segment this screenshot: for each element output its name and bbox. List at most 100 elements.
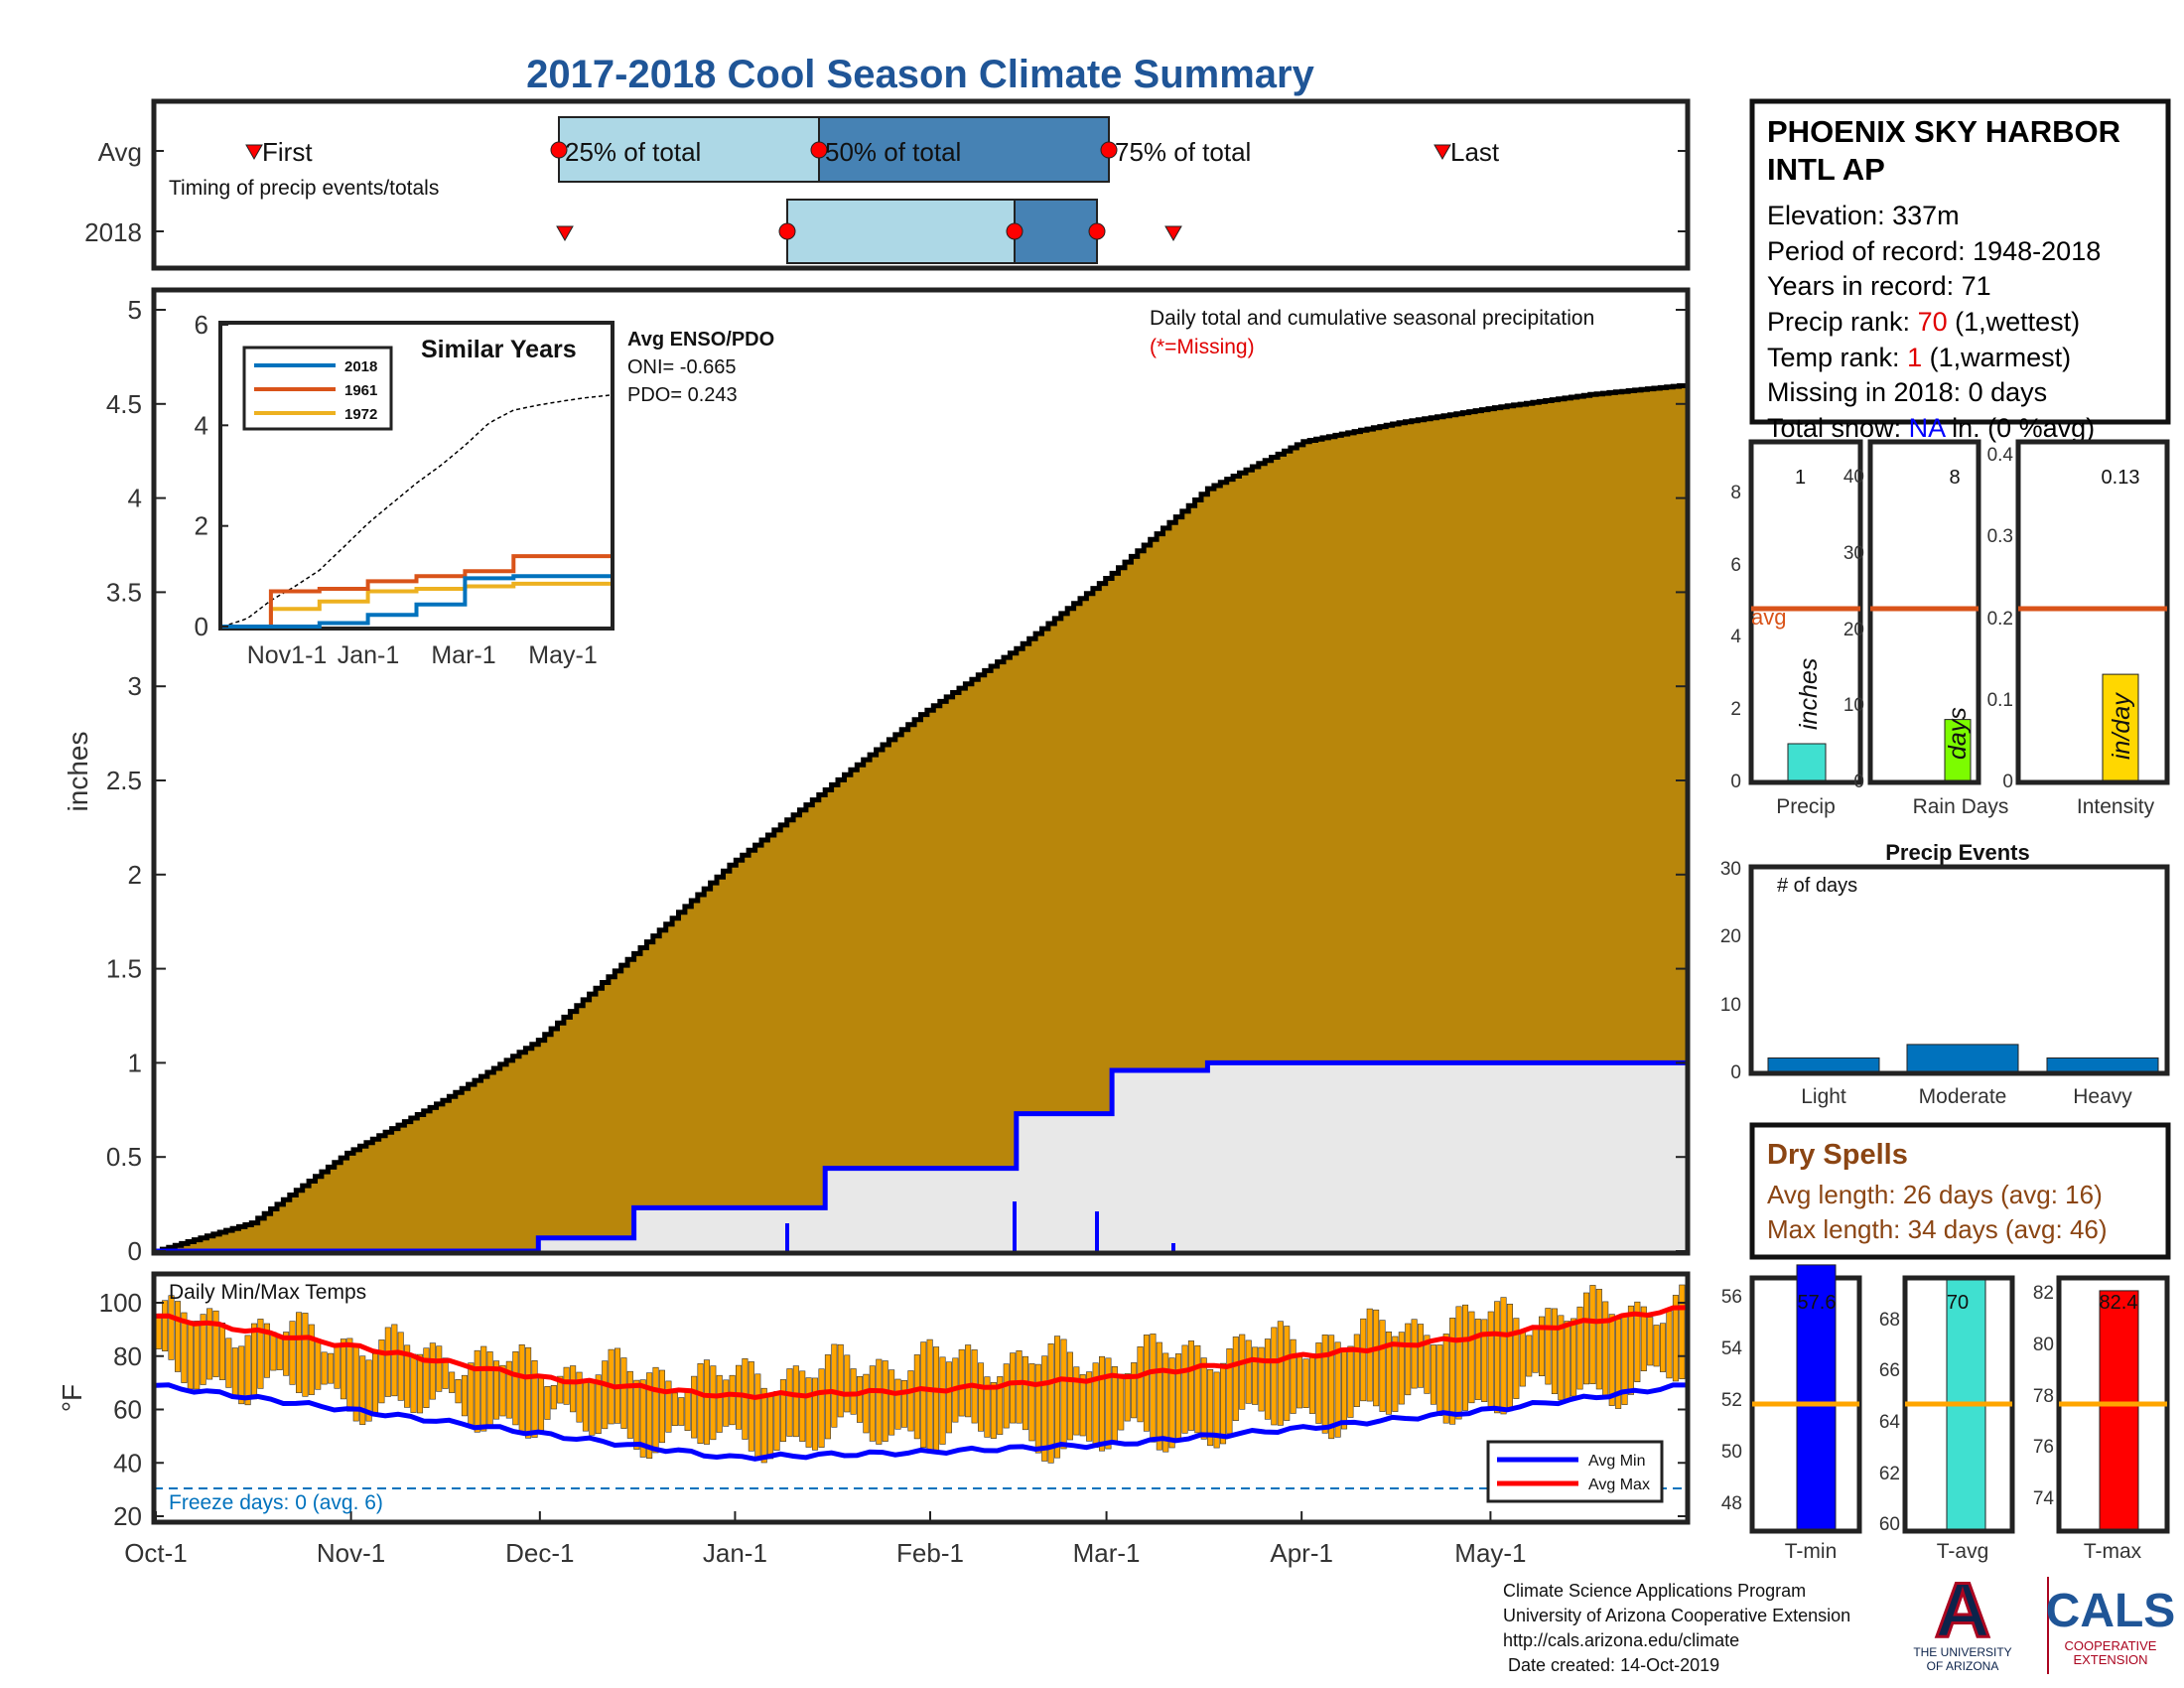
- daily-temp-bar: [678, 1397, 685, 1426]
- temp-y-tick-label: 80: [113, 1341, 142, 1371]
- daily-temp-bar: [321, 1351, 328, 1385]
- inset-title: Similar Years: [421, 336, 577, 363]
- daily-temp-bar: [1602, 1301, 1609, 1398]
- temp-legend: Avg Min Avg Max: [1486, 1440, 1664, 1503]
- daily-temp-bar: [602, 1360, 609, 1430]
- precip-y-tick-label: 3: [128, 671, 142, 701]
- tavg-value: 70: [1947, 1292, 1969, 1314]
- daily-temp-bar: [748, 1361, 754, 1452]
- daily-temp-bar: [206, 1308, 213, 1380]
- daily-temp-bar: [1016, 1350, 1023, 1424]
- precip-y-tick: 2: [1730, 699, 1741, 720]
- tmax-y-tick: 76: [2033, 1437, 2054, 1458]
- daily-temp-bar: [175, 1301, 182, 1372]
- intensity-value: 0.13: [2102, 467, 2140, 489]
- daily-temp-bar: [1474, 1319, 1481, 1400]
- daily-temp-bar: [1168, 1357, 1175, 1449]
- daily-temp-bar: [805, 1377, 812, 1448]
- precip-y-axis-label: inches: [63, 732, 93, 812]
- daily-temp-bar: [1411, 1319, 1418, 1389]
- daily-temp-bar: [1341, 1347, 1348, 1430]
- daily-temp-bar: [1118, 1373, 1125, 1431]
- daily-temp-bar: [742, 1358, 749, 1440]
- daily-temp-bar: [1271, 1327, 1278, 1426]
- events-y-tick: 10: [1720, 995, 1741, 1016]
- enso-title: Avg ENSO/PDO: [627, 329, 774, 351]
- footer-line-1: Climate Science Applications Program: [1503, 1581, 1806, 1601]
- daily-temp-bar: [582, 1380, 589, 1432]
- daily-temp-bar: [1200, 1357, 1207, 1440]
- last-event-marker: [1433, 144, 1451, 161]
- daily-temp-bar: [1500, 1297, 1507, 1415]
- temp-rank: Temp rank: 1 (1,warmest): [1767, 343, 2071, 372]
- daily-temp-bar: [792, 1365, 799, 1438]
- temperature-chart-frame: [151, 1271, 1691, 1525]
- daily-temp-bar: [1086, 1371, 1093, 1442]
- station-info-frame: [1749, 98, 2171, 425]
- daily-temp-bar: [251, 1323, 258, 1400]
- daily-temp-bar: [1264, 1338, 1271, 1420]
- intensity-y-tick: 0.4: [1987, 445, 2014, 466]
- daily-temp-bar: [1137, 1346, 1144, 1423]
- daily-temp-bar: [1442, 1334, 1449, 1424]
- daily-temp-bar: [658, 1369, 665, 1444]
- daily-temp-bar: [194, 1321, 201, 1390]
- timing-avg-box-50-75: [818, 116, 1110, 183]
- avg-min-line: [155, 1382, 1686, 1462]
- daily-temp-bar: [442, 1357, 449, 1389]
- daily-temp-bar: [263, 1323, 270, 1378]
- daily-temp-bar: [1207, 1369, 1214, 1447]
- daily-temp-bar: [1608, 1314, 1615, 1406]
- daily-temp-bar: [1252, 1346, 1259, 1405]
- cals-logo-text: CALS: [2046, 1585, 2176, 1637]
- daily-temp-bar: [1627, 1305, 1634, 1395]
- university-of-arizona-logo: A THE UNIVERSITY OF ARIZONA: [1913, 1565, 2049, 1674]
- daily-temp-bar: [786, 1368, 793, 1437]
- raindays-bar-panel: 8 days 0 10 20 30 40 Rain Days: [1843, 439, 2008, 818]
- precip-y-tick-label: 0.5: [106, 1142, 142, 1172]
- daily-temp-bar: [932, 1346, 940, 1453]
- daily-temp-bar: [436, 1345, 443, 1392]
- daily-temp-bar: [691, 1375, 698, 1439]
- raindays-y-tick: 40: [1843, 467, 1864, 488]
- daily-temp-bar: [1679, 1284, 1686, 1379]
- daily-temp-bar: [1334, 1341, 1341, 1438]
- daily-temp-bar: [646, 1372, 653, 1459]
- date-x-tick-label: Jan-1: [703, 1538, 767, 1568]
- precip-events-frame: [1748, 864, 2170, 1076]
- daily-temp-bar: [716, 1374, 723, 1433]
- daily-temp-bar: [920, 1341, 927, 1449]
- daily-temp-bar: [1226, 1348, 1233, 1435]
- station-name-line2: INTL AP: [1767, 152, 1885, 187]
- daily-temp-bar: [1360, 1318, 1367, 1402]
- daily-temp-bar: [831, 1343, 838, 1428]
- footer-credits: Climate Science Applications Program Uni…: [1503, 1581, 1850, 1675]
- daily-temp-bar: [1666, 1311, 1673, 1379]
- daily-temp-bar: [1576, 1306, 1583, 1390]
- tmax-y-tick: 74: [2033, 1488, 2055, 1509]
- ua-logo-letter: A: [1935, 1566, 1990, 1653]
- inset-series-2018: [222, 574, 611, 629]
- daily-temp-bar: [665, 1380, 672, 1433]
- timing-2018-box-25-50: [786, 199, 1016, 264]
- daily-temp-bar: [1034, 1363, 1041, 1454]
- avg-cumulative-area: [156, 384, 1686, 1251]
- daily-temp-bar: [595, 1374, 602, 1434]
- freeze-days-label: Freeze days: 0 (avg. 6): [169, 1491, 383, 1514]
- daily-temp-bar: [1564, 1321, 1570, 1401]
- raindays-y-tick: 20: [1843, 620, 1864, 640]
- daily-temp-bar: [1220, 1362, 1227, 1445]
- daily-temp-bar: [1436, 1344, 1443, 1416]
- dry-spells-avg-length: Avg length: 26 days (avg: 16): [1767, 1180, 2103, 1209]
- tmin-panel: 57.6 48 50 52 54 56 T-min: [1721, 1264, 1862, 1563]
- daily-temp-bar: [1418, 1324, 1425, 1388]
- precip-y-tick-label: 4: [128, 484, 142, 513]
- daily-temp-bar: [397, 1332, 404, 1401]
- daily-temp-bar: [620, 1357, 627, 1429]
- inset-y-tick-label: 0: [195, 612, 208, 641]
- event-bar-moderate: [1906, 1044, 2019, 1072]
- daily-temp-bar: [1405, 1323, 1412, 1396]
- daily-temp-bar: [818, 1368, 825, 1448]
- daily-temp-bar: [1328, 1335, 1335, 1440]
- last-event-marker-2018: [1164, 225, 1182, 242]
